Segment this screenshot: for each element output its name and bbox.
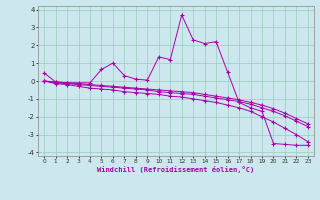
X-axis label: Windchill (Refroidissement éolien,°C): Windchill (Refroidissement éolien,°C) bbox=[97, 166, 255, 173]
